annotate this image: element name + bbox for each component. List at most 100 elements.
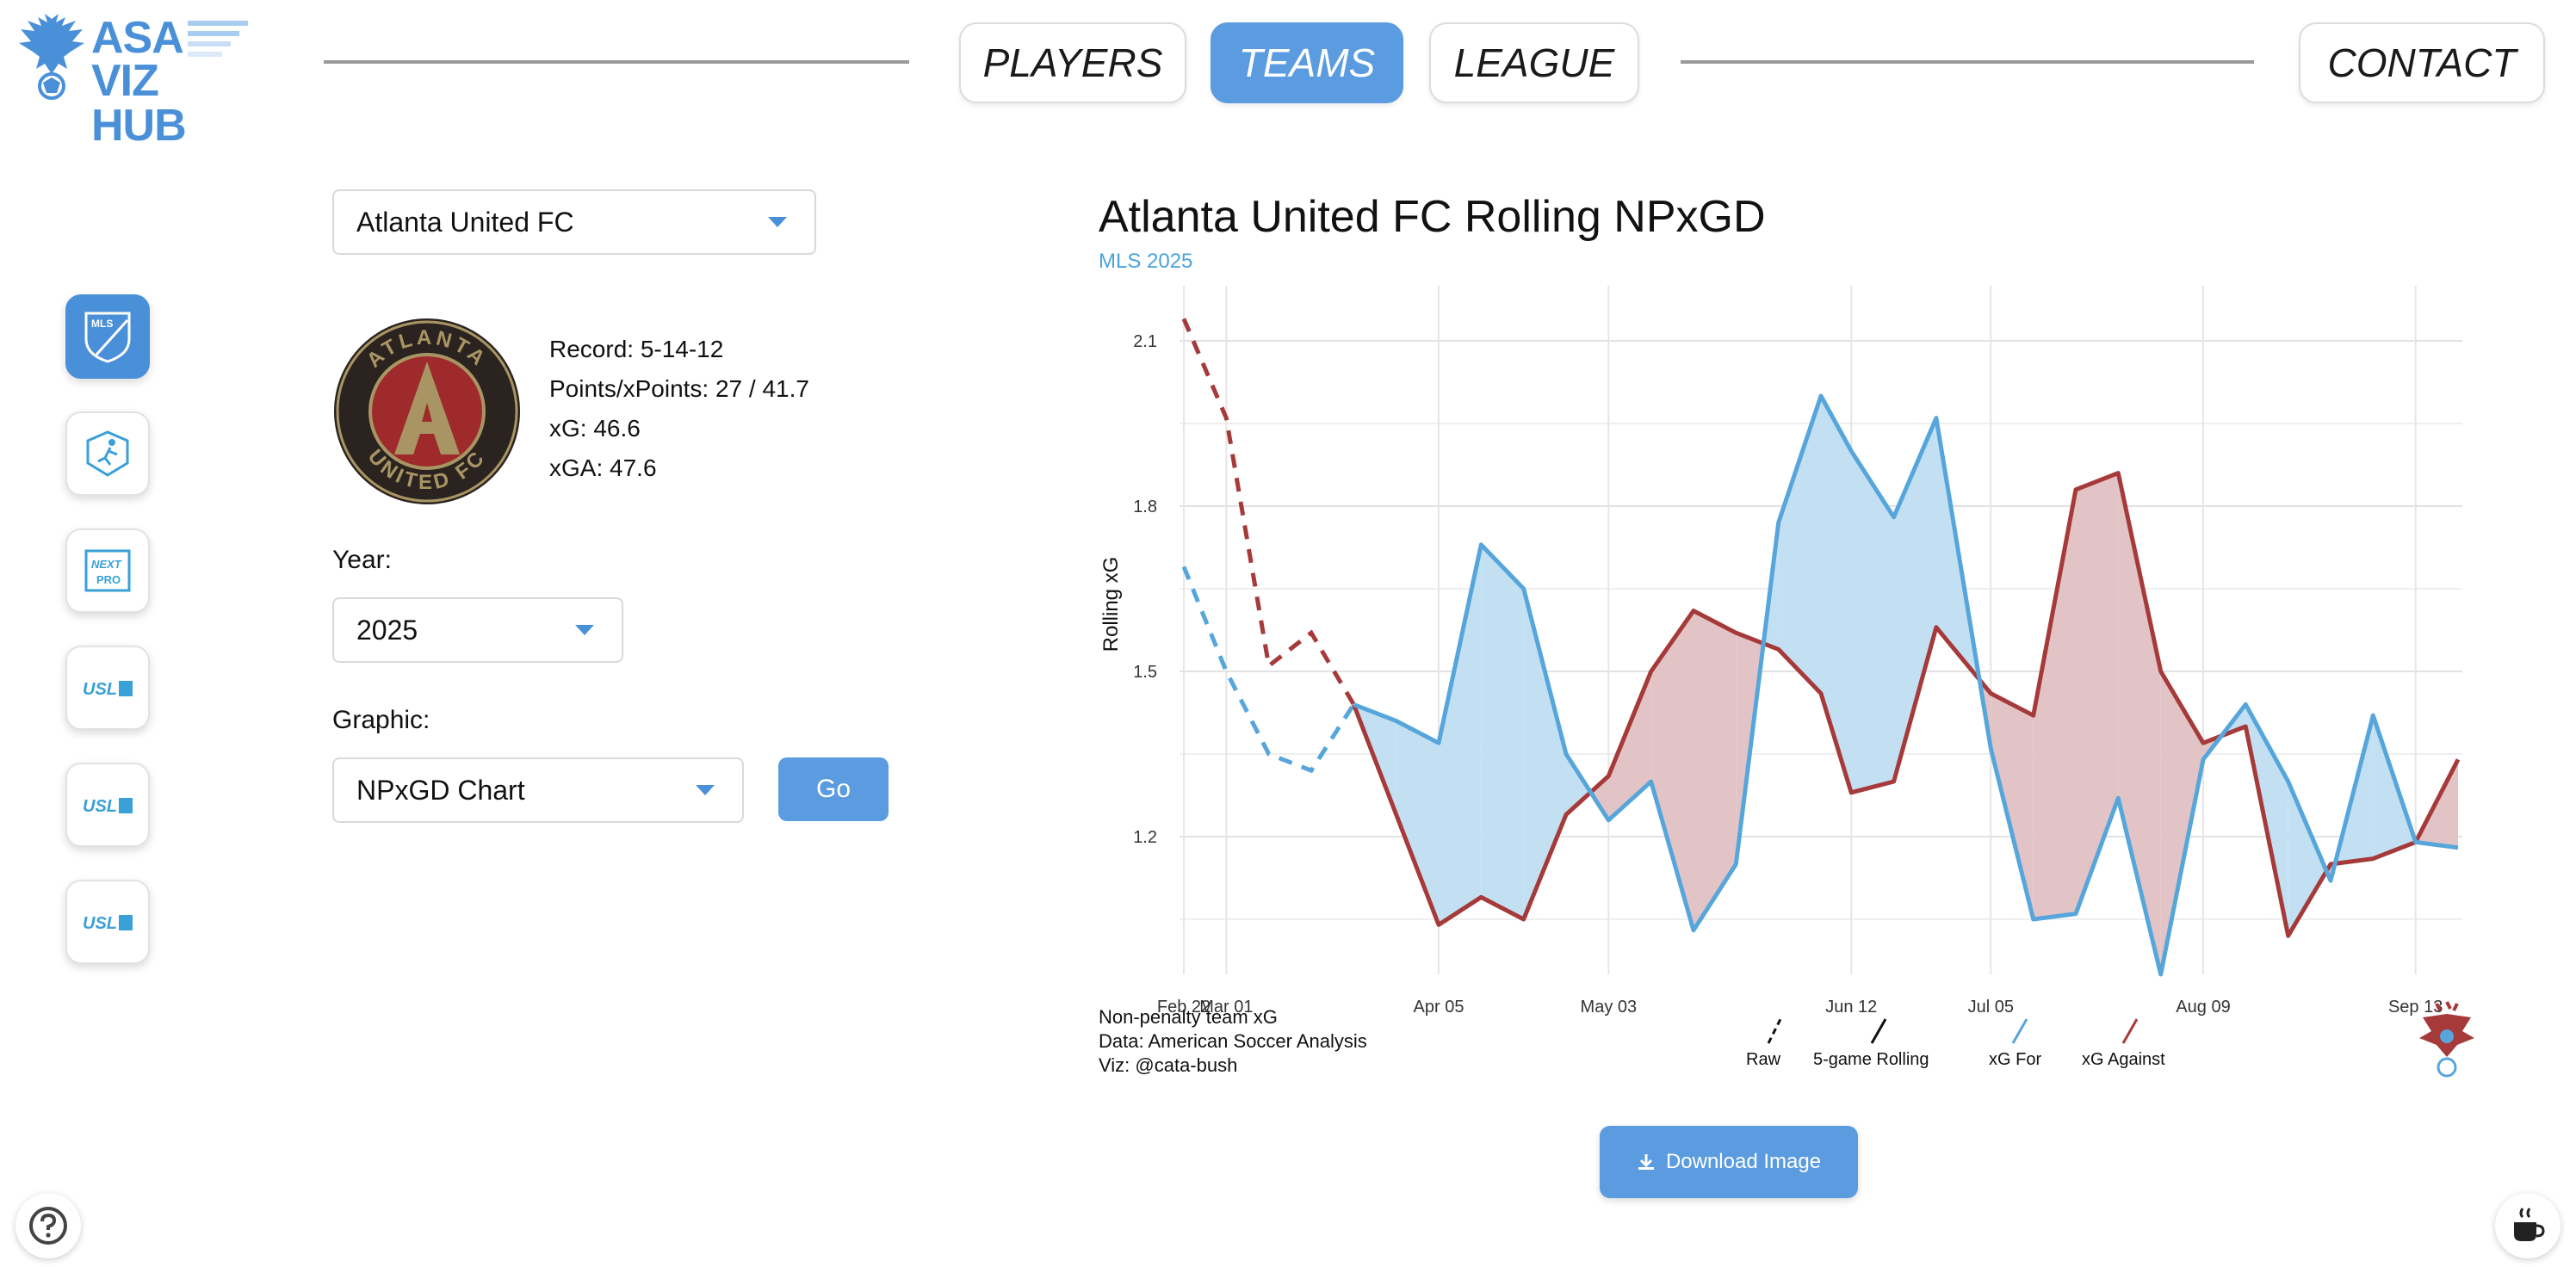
- xg-for-ribbon: [1481, 544, 1524, 919]
- usl-super-league-icon: USL: [83, 914, 133, 933]
- xg-for-ribbon: [1893, 417, 1936, 782]
- chevron-down-icon: [575, 625, 594, 635]
- year-select-value: 2025: [356, 614, 418, 646]
- x-tick-label: Feb 22: [1157, 998, 1211, 1016]
- league-usl-super[interactable]: USL: [65, 880, 150, 964]
- stat-points: Points/xPoints: 27 / 41.7: [549, 375, 809, 402]
- logo-text-top: ASA: [91, 13, 184, 63]
- xg-against-ribbon: [1694, 610, 1737, 930]
- xg-against-ribbon: [1608, 671, 1651, 820]
- xg-for-ribbon: [1935, 417, 1980, 680]
- y-tick-label: 1.8: [1133, 498, 1157, 516]
- x-tick-label: May 03: [1581, 998, 1638, 1016]
- xg-against-ribbon: [1590, 776, 1609, 820]
- league-mls[interactable]: MLS: [65, 294, 150, 379]
- download-label: Download Image: [1665, 1150, 1822, 1173]
- xg-for-ribbon: [1778, 396, 1821, 694]
- nav-league[interactable]: LEAGUE: [1429, 22, 1639, 103]
- svg-text:PRO: PRO: [96, 573, 121, 586]
- chart-legend: [1767, 1018, 2139, 1044]
- legend-label-xg-for: xG For: [1989, 1050, 2042, 1069]
- team-badge: ATLANTA UNITED FC: [332, 317, 522, 506]
- stat-record: Record: 5-14-12: [549, 336, 724, 362]
- xg-against-raw-line: [1181, 318, 1356, 706]
- year-select[interactable]: 2025: [332, 597, 623, 663]
- chevron-down-icon: [696, 785, 715, 795]
- question-icon: [29, 1207, 67, 1245]
- legend-label-raw: Raw: [1746, 1050, 1781, 1069]
- usl-league-one-icon: USL: [83, 797, 133, 816]
- xg-against-ribbon: [2033, 489, 2076, 919]
- xg-against-ribbon: [2118, 473, 2161, 974]
- xg-for-ribbon: [1439, 544, 1482, 925]
- svg-text:USL: USL: [83, 914, 117, 933]
- download-icon: [1638, 1154, 1654, 1170]
- chart-note: Data: American Soccer Analysis: [1099, 1030, 1367, 1052]
- team-select[interactable]: Atlanta United FC: [332, 189, 816, 255]
- svg-text:USL: USL: [83, 680, 117, 699]
- xg-against-rolling-line: [1351, 471, 2461, 938]
- legend-label-xg-against: xG Against: [2082, 1050, 2165, 1069]
- xg-for-ribbon: [2288, 782, 2327, 936]
- go-button[interactable]: Go: [778, 757, 889, 821]
- nav-divider-right: [1681, 60, 2254, 64]
- speed-lines-icon: [188, 21, 248, 57]
- chart-notes: Non-penalty team xG Data: American Socce…: [1099, 1005, 1367, 1078]
- chart-note: Viz: @cata-bush: [1099, 1054, 1238, 1076]
- graphic-select[interactable]: NPxGD Chart: [332, 757, 744, 823]
- legend-label-rolling: 5-game Rolling: [1813, 1050, 1929, 1069]
- asa-eagle-watermark-icon: [2419, 1001, 2474, 1078]
- buy-me-coffee-button[interactable]: [2495, 1193, 2561, 1258]
- graphic-select-value: NPxGD Chart: [356, 774, 525, 806]
- chevron-down-icon: [768, 217, 787, 227]
- y-tick-label: 1.5: [1133, 663, 1157, 682]
- mls-icon: MLS: [84, 312, 131, 363]
- xg-for-ribbon: [1821, 396, 1852, 793]
- nav-players[interactable]: PLAYERS: [959, 22, 1186, 103]
- year-label: Year:: [332, 546, 392, 574]
- xg-against-ribbon: [1991, 693, 2034, 919]
- y-axis-label: Rolling xG: [1099, 557, 1123, 652]
- x-tick-label: Apr 05: [1414, 998, 1464, 1016]
- x-tick-label: Jul 05: [1968, 998, 2014, 1016]
- graphic-label: Graphic:: [332, 706, 430, 734]
- nav-teams[interactable]: TEAMS: [1211, 22, 1403, 103]
- legend-swatch-raw: [1767, 1018, 1782, 1044]
- asa-viz-hub-logo[interactable]: ASA VIZ HUB: [15, 12, 257, 148]
- usl-championship-icon: USL: [83, 680, 133, 699]
- x-tick-label: Aug 09: [2176, 998, 2230, 1016]
- nav-divider-left: [324, 60, 909, 64]
- y-tick-label: 1.2: [1133, 828, 1157, 847]
- nav-contact[interactable]: CONTACT: [2299, 22, 2545, 103]
- nwsl-icon: [86, 430, 129, 477]
- help-button[interactable]: [15, 1193, 81, 1258]
- eagle-icon: [19, 14, 84, 100]
- download-image-button[interactable]: Download Image: [1600, 1126, 1858, 1198]
- xg-for-ribbon: [1566, 754, 1591, 815]
- stat-xga: xGA: 47.6: [549, 454, 657, 481]
- stat-xg: xG: 46.6: [549, 415, 641, 442]
- league-usl-championship[interactable]: USL: [65, 646, 150, 730]
- xg-against-ribbon: [1650, 610, 1694, 930]
- logo-text-bottom: VIZ HUB: [91, 56, 187, 151]
- legend-swatch-xg-for: [2011, 1018, 2028, 1044]
- xg-against-ribbon: [2160, 671, 2203, 974]
- legend-swatch-rolling: [1870, 1018, 1887, 1044]
- league-usl-one[interactable]: USL: [65, 763, 150, 847]
- coffee-cup-icon: [2514, 1208, 2545, 1241]
- league-nwsl[interactable]: [65, 411, 150, 496]
- xg-for-raw-line: [1181, 566, 1356, 774]
- chart-subtitle: MLS 2025: [1099, 250, 1193, 273]
- chart-title: Atlanta United FC Rolling NPxGD: [1099, 192, 1766, 242]
- svg-text:MLS: MLS: [91, 318, 113, 330]
- x-tick-label: Mar 01: [1199, 998, 1253, 1016]
- xg-for-ribbon: [1396, 720, 1439, 925]
- legend-swatch-xg-against: [2121, 1018, 2139, 1044]
- league-mls-next-pro[interactable]: NEXT PRO: [65, 528, 150, 613]
- svg-text:NEXT: NEXT: [91, 558, 122, 571]
- y-tick-label: 2.1: [1133, 332, 1157, 351]
- xg-against-ribbon: [2076, 473, 2119, 914]
- mls-next-pro-icon: NEXT PRO: [84, 549, 131, 592]
- x-tick-label: Jun 12: [1825, 998, 1877, 1016]
